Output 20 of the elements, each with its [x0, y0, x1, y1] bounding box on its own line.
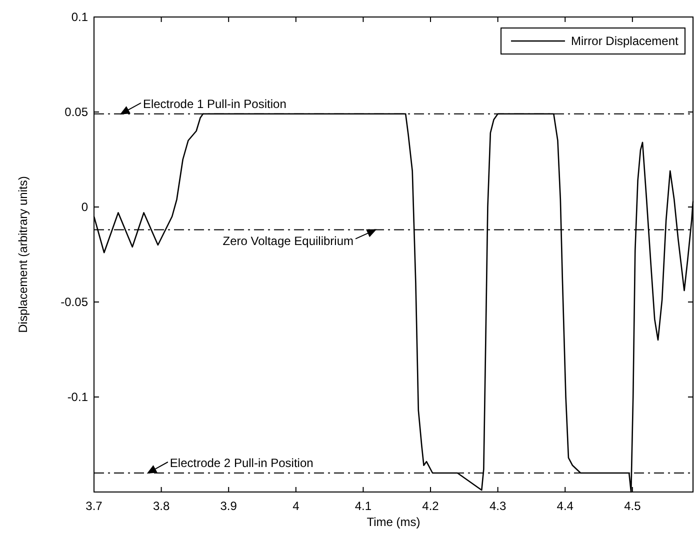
- y-tick-label: 0.1: [71, 10, 88, 24]
- x-tick-label: 3.9: [220, 499, 238, 513]
- y-tick-label: 0: [81, 200, 88, 214]
- y-axis-title: Displacement (arbitrary units): [16, 176, 30, 333]
- y-tick-label: 0.05: [64, 105, 88, 119]
- y-tick-label: -0.05: [60, 295, 88, 309]
- x-tick-label: 4.3: [489, 499, 506, 513]
- x-tick-label: 3.7: [86, 499, 103, 513]
- ref-line-label: Electrode 1 Pull-in Position: [142, 96, 286, 111]
- x-tick-label: 4.4: [556, 499, 574, 513]
- x-tick-label: 4.2: [422, 499, 440, 513]
- ref-line-label: Electrode 2 Pull-in Position: [170, 456, 314, 470]
- x-tick-label: 3.8: [152, 499, 170, 513]
- y-tick-label: -0.1: [67, 390, 88, 404]
- x-tick-label: 4.5: [624, 499, 642, 513]
- ref-line-label: Zero Voltage Equilibrium: [222, 234, 354, 248]
- x-tick-label: 4: [292, 499, 300, 513]
- x-tick-label: 4.1: [354, 499, 372, 513]
- x-axis-title: Time (ms): [366, 515, 420, 529]
- legend-label: Mirror Displacement: [571, 34, 680, 48]
